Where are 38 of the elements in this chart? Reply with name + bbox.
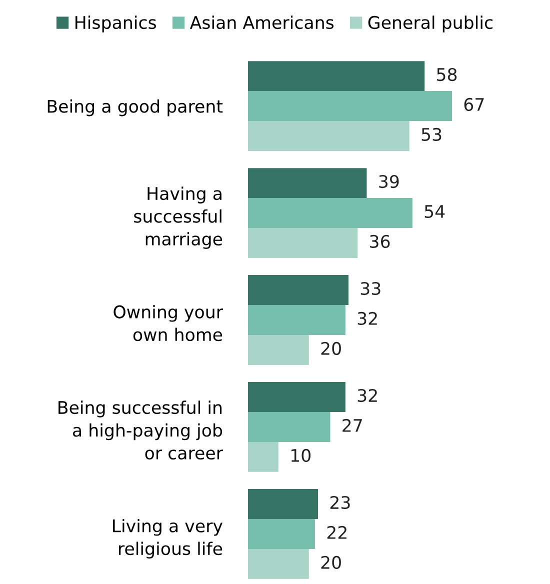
data-label: 33 — [360, 282, 380, 296]
data-label: 23 — [330, 496, 350, 510]
data-label: 39 — [379, 174, 399, 188]
bar — [248, 412, 330, 442]
data-label: 32 — [358, 388, 377, 402]
y-tick-label: Having a successful marriage — [134, 186, 222, 249]
bar — [248, 334, 309, 365]
bar — [248, 489, 318, 520]
data-label: 54 — [424, 205, 445, 218]
legend-label: General public — [368, 16, 492, 32]
bar — [248, 275, 348, 306]
bar — [248, 168, 367, 198]
data-label: 36 — [370, 234, 390, 248]
legend-label: Asian Americans — [190, 16, 334, 30]
data-label: 20 — [321, 342, 341, 355]
data-label: 53 — [422, 128, 442, 142]
bar — [248, 198, 412, 228]
bar — [248, 91, 452, 121]
y-tick-label: Owning your own home — [114, 305, 223, 342]
data-label: 32 — [358, 312, 377, 326]
bar — [248, 61, 425, 92]
bar — [248, 548, 309, 579]
legend-label: Hispanics — [76, 16, 156, 32]
data-label: 22 — [327, 526, 346, 539]
bar — [248, 120, 410, 151]
data-label: 10 — [291, 448, 310, 462]
bar — [248, 382, 346, 412]
bar — [248, 228, 358, 258]
bar — [248, 442, 278, 472]
data-label: 58 — [437, 68, 457, 82]
bar — [248, 519, 315, 549]
y-tick-label: Being a good parent — [48, 99, 223, 116]
bar — [248, 305, 346, 335]
data-label: 27 — [342, 418, 362, 432]
y-tick-label: Being successful in a high-paying job or career — [58, 400, 223, 460]
y-tick-label: Living a very religious life — [113, 518, 222, 559]
data-label: 67 — [464, 98, 484, 112]
data-label: 20 — [321, 556, 341, 569]
